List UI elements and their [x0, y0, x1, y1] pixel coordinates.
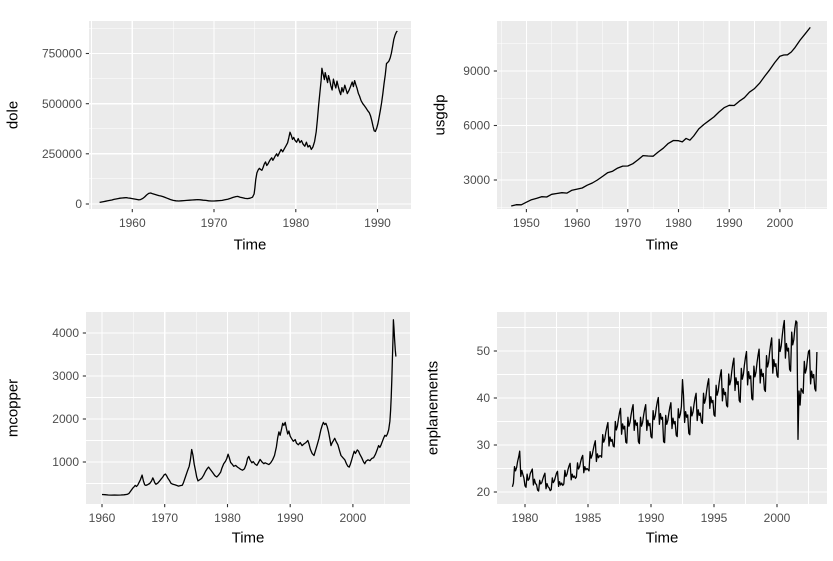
x-tick-label: 1990 — [364, 216, 391, 230]
mcopper-series-line — [101, 319, 397, 496]
x-tick-label: 1960 — [119, 216, 146, 230]
dole-chart-canvas: 1960 1970 1980 1990 0 250000 500000 750000 — [42, 21, 411, 230]
x-tick-label: 1970 — [151, 511, 178, 525]
mcopper-y-axis-title: mcopper — [4, 378, 22, 438]
x-tick-label: 1980 — [282, 216, 309, 230]
y-tick-label: 3000 — [463, 173, 490, 187]
y-tick-label: 20 — [477, 485, 491, 499]
usgdp-x-axis-title: Time — [645, 236, 679, 254]
x-tick-label: 1980 — [665, 216, 692, 230]
y-tick-label: 9000 — [463, 64, 490, 78]
y-tick-label: 750000 — [42, 47, 82, 61]
panel-background — [86, 312, 410, 504]
enplanements-y-axis-title: enplanements — [424, 360, 442, 456]
y-tick-label: 6000 — [463, 119, 490, 133]
panel-background — [89, 21, 411, 209]
y-tick-label: 3000 — [52, 369, 79, 383]
y-tick-label: 2000 — [52, 412, 79, 426]
y-tick-label: 40 — [477, 391, 491, 405]
x-tick-label: 1990 — [277, 511, 304, 525]
x-tick-label: 1970 — [614, 216, 641, 230]
x-tick-label: 1990 — [716, 216, 743, 230]
dole-x-axis-title: Time — [233, 236, 267, 254]
x-tick-label: 1960 — [89, 511, 116, 525]
x-tick-label: 2000 — [340, 511, 367, 525]
usgdp-chart-canvas: 1950 1960 1970 1980 1990 2000 3000 6000 9000 — [463, 21, 827, 230]
enplanements-series-line — [511, 319, 818, 492]
dole-y-axis-title: dole — [4, 100, 22, 130]
enplanements-x-axis-title: Time — [645, 529, 679, 547]
x-tick-label: 2000 — [764, 511, 791, 525]
x-tick-label: 2000 — [767, 216, 794, 230]
x-tick-label: 1980 — [214, 511, 241, 525]
y-tick-label: 1000 — [52, 455, 79, 469]
y-tick-label: 50 — [477, 344, 491, 358]
y-tick-label: 250000 — [42, 147, 82, 161]
y-tick-label: 30 — [477, 438, 491, 452]
subplot-enplanements: 1980 1985 1990 1995 2000 20 30 40 50 Time enplan… — [417, 281, 833, 561]
enplanements-chart-canvas: 1980 1985 1990 1995 2000 20 30 40 50 — [477, 312, 827, 525]
mcopper-x-axis-title: Time — [231, 529, 265, 547]
x-tick-label: 1985 — [575, 511, 602, 525]
subplot-mcopper: 1960 1970 1980 1990 2000 1000 2000 3000 4000 Tim… — [0, 281, 417, 561]
x-tick-label: 1960 — [564, 216, 591, 230]
x-tick-label: 1990 — [638, 511, 665, 525]
x-tick-label: 1950 — [513, 216, 540, 230]
usgdp-y-axis-title: usgdp — [431, 94, 449, 136]
y-tick-label: 0 — [75, 197, 82, 211]
subplot-usgdp: 1950 1960 1970 1980 1990 2000 3000 6000 9000 Tim… — [417, 0, 833, 280]
dole-series-line — [99, 30, 398, 204]
x-tick-label: 1970 — [201, 216, 228, 230]
x-tick-label: 1995 — [701, 511, 728, 525]
y-tick-label: 4000 — [52, 326, 79, 340]
mcopper-chart-canvas: 1960 1970 1980 1990 2000 1000 2000 3000 4000 — [52, 312, 410, 525]
panel-background — [497, 21, 827, 209]
x-tick-label: 1980 — [512, 511, 539, 525]
subplot-dole: 1960 1970 1980 1990 0 250000 500000 750000 Time… — [0, 0, 417, 280]
usgdp-series-line — [511, 26, 811, 207]
y-tick-label: 500000 — [42, 97, 82, 111]
